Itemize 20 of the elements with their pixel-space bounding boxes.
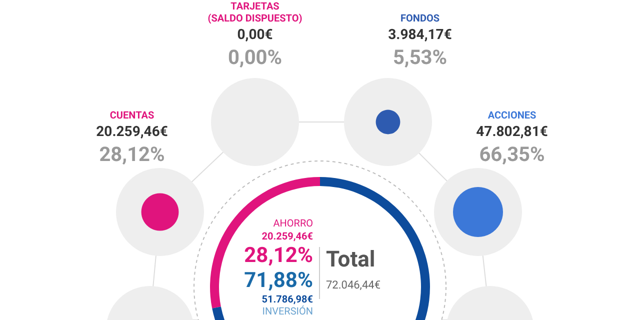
text: 28,12% [244,244,313,268]
category-label: TARJETAS (SALDO DISPUESTO) [208,2,302,24]
category-label: CUENTAS [110,110,154,122]
text: 72.046,44€ [326,278,381,292]
data-label: 28,12% [99,142,165,166]
data-label: 20.259,46€ [262,232,314,242]
slice-label: INVERSIÓN [262,304,313,318]
data-label: 3.984,17€ [388,27,452,43]
data-label: 5,53% [392,45,448,69]
data-label: 47.802,81€ [476,124,548,140]
data-label: 66,35% [479,142,545,166]
data-label: 0,00% [228,45,282,69]
data-label: 0,00€ [237,27,273,43]
category-label: FONDOS [400,14,440,24]
text: Total [326,248,376,272]
slice-label: AHORRO [273,218,314,230]
data-label: 20.259,46€ [96,124,168,140]
data-label: 51.786,98€ [262,294,314,306]
category-label: ACCIONES [488,110,536,122]
text: 71,88% [244,269,313,293]
